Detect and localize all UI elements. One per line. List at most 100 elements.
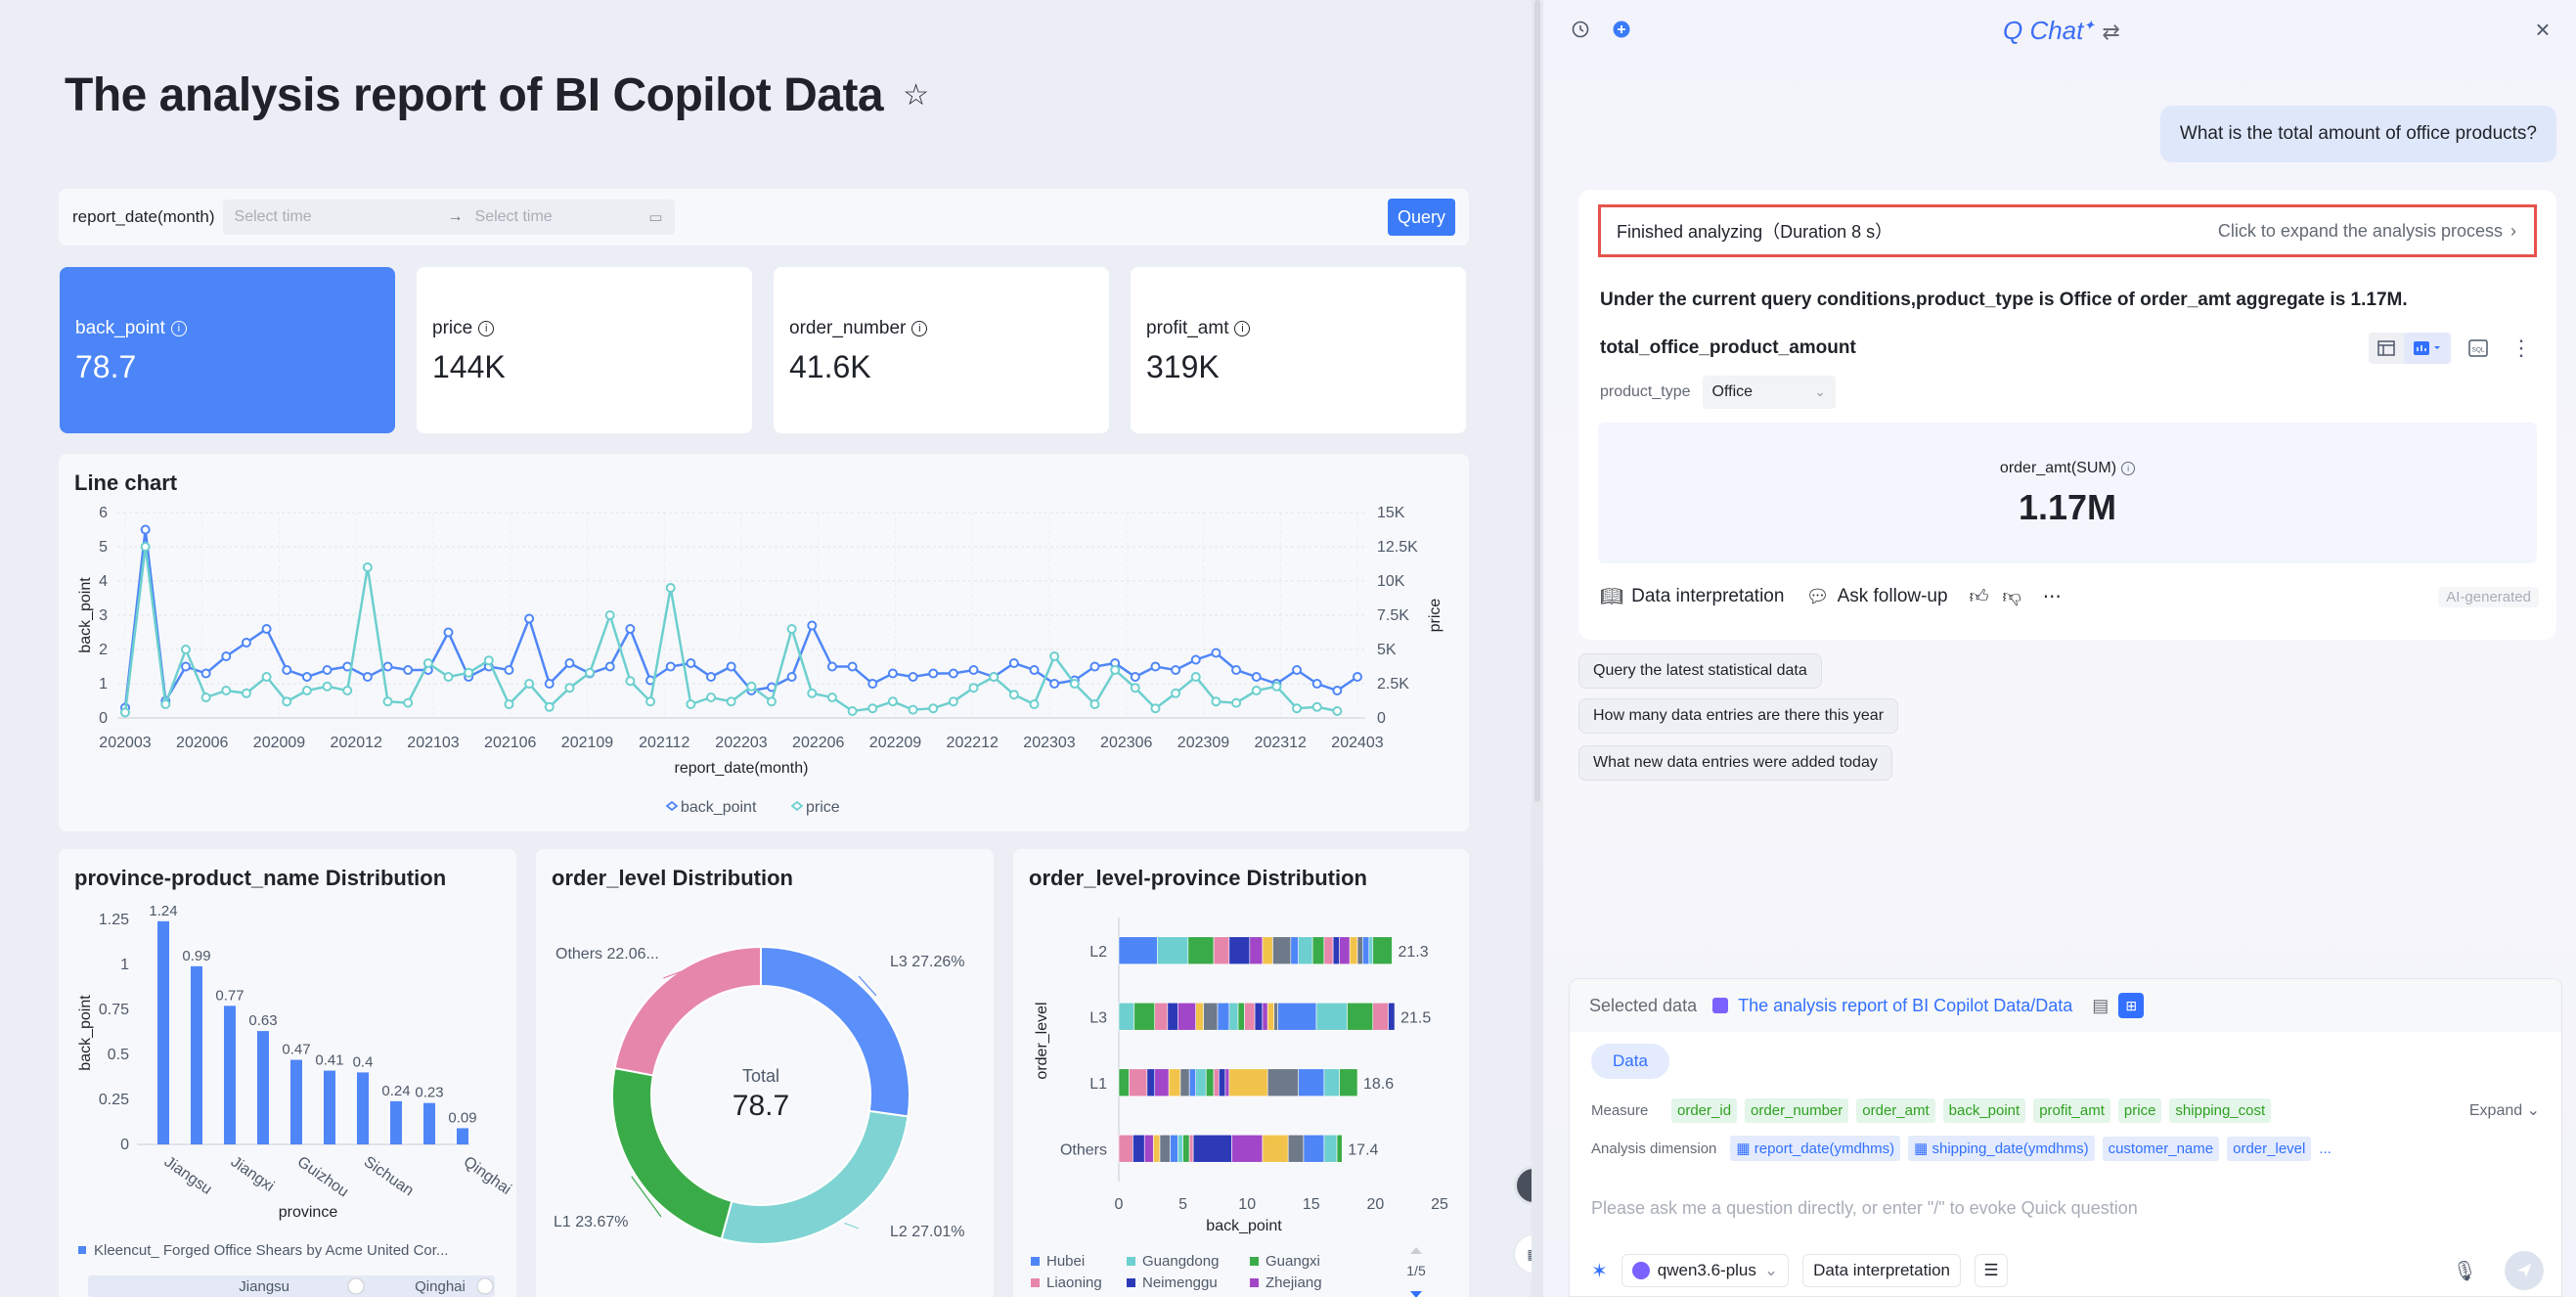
more-horizontal-icon[interactable]: ⋯ <box>2042 586 2062 607</box>
metric-box: order_amt(SUM) i 1.17M <box>1598 423 2537 563</box>
expand-link[interactable]: Expand ⌄ <box>2468 1102 2540 1119</box>
end-date-input[interactable]: Select time <box>474 208 553 225</box>
start-date-input[interactable]: Select time <box>234 208 312 225</box>
data-tab[interactable]: Data <box>1591 1044 1669 1079</box>
switch-icon[interactable]: ⇄ <box>2102 20 2120 44</box>
kpi-card-price[interactable]: price i 144K <box>417 267 752 433</box>
card-toolbar: SQL ⋮ <box>2369 333 2537 364</box>
sql-icon[interactable]: SQL <box>2463 333 2494 364</box>
thumbs-up-icon[interactable]: 👍︎ <box>1969 586 1989 607</box>
data-point <box>261 672 272 682</box>
grid-icon[interactable]: ▦ <box>1514 1234 1532 1274</box>
info-icon[interactable]: i <box>478 321 495 336</box>
measure-chip[interactable]: order_number <box>1745 1098 1849 1123</box>
y-tick-label: 0.75 <box>99 1002 129 1018</box>
measure-label: Measure <box>1591 1102 1649 1119</box>
data-interpretation-toggle[interactable]: Data interpretation <box>1802 1254 1962 1287</box>
line-chart[interactable]: 0 1 2 3 4 5 6 0 2.5K 5K 7.5K 10K 12.5K 15K 202003 20200… <box>59 454 1469 831</box>
x-tick-label: 202103 <box>407 735 459 751</box>
kpi-card-order-number[interactable]: order_number i 41.6K <box>774 267 1109 433</box>
info-icon[interactable]: i <box>911 321 928 336</box>
slider-handle <box>347 1277 365 1295</box>
y2-axis-label: price <box>1427 599 1443 633</box>
kpi-card-profit-amt[interactable]: profit_amt i 319K <box>1131 267 1466 433</box>
data-point <box>524 679 535 689</box>
kpi-card-back-point[interactable]: back_point i 78.7 <box>60 267 395 433</box>
measure-chip[interactable]: price <box>2117 1098 2162 1123</box>
new-chat-icon[interactable] <box>1610 18 1633 41</box>
measure-chip[interactable]: profit_amt <box>2033 1098 2110 1123</box>
chart-view-icon[interactable] <box>2404 333 2451 364</box>
dimension-chip[interactable]: order_level <box>2227 1136 2312 1161</box>
info-icon[interactable]: i <box>2121 462 2136 475</box>
bar-segment <box>1244 1002 1256 1031</box>
legend-marker <box>78 1246 86 1254</box>
scrollbar[interactable] <box>1534 0 1540 802</box>
table-view-icon[interactable] <box>2369 333 2404 364</box>
send-button[interactable] <box>2505 1251 2544 1290</box>
send-icon <box>2517 1264 2531 1277</box>
bar-segment <box>1290 936 1299 965</box>
y-tick-label: 3 <box>99 607 108 624</box>
selected-dataset-link[interactable]: The analysis report of BI Copilot Data/D… <box>1738 995 2073 1015</box>
data-point <box>585 667 596 678</box>
measure-chip[interactable]: back_point <box>1942 1098 2026 1123</box>
info-icon[interactable]: i <box>170 321 187 336</box>
more-vertical-icon[interactable]: ⋮ <box>2510 335 2532 360</box>
measure-chip[interactable]: shipping_cost <box>2169 1098 2272 1123</box>
product-type-select[interactable]: Office ⌄ <box>1702 376 1836 409</box>
x-tick-label: Guizhou <box>294 1153 352 1200</box>
suggestion-chip[interactable]: What new data entries were added today <box>1578 745 1892 781</box>
data-point <box>544 679 555 689</box>
measure-chip[interactable]: order_id <box>1671 1098 1738 1123</box>
chat-input[interactable]: Please ask me a question directly, or en… <box>1591 1198 2138 1218</box>
dimension-chip[interactable]: customer_name <box>2102 1136 2220 1161</box>
y-tick-label: 0.5 <box>108 1047 129 1063</box>
bar-segment <box>1118 1068 1130 1097</box>
calendar-icon: ▦ <box>1736 1140 1754 1157</box>
query-button[interactable]: Query <box>1387 199 1455 236</box>
data-point <box>766 696 777 707</box>
measure-chip[interactable]: order_amt <box>1856 1098 1935 1123</box>
data-point <box>625 676 636 687</box>
list-icon[interactable]: ☰ <box>1975 1254 2009 1287</box>
suggestion-chip[interactable]: Query the latest statistical data <box>1578 653 1822 689</box>
order-level-province-chart[interactable]: 0 5 10 15 20 25 back_point order_level L2 21.3 L3 2… <box>1013 849 1469 1297</box>
model-select[interactable]: qwen3.6-plus ⌄ <box>1621 1254 1790 1287</box>
dimension-chip[interactable]: ▦ shipping_date(ymdhms) <box>1908 1136 2095 1161</box>
province-bar-chart[interactable]: 0 0.25 0.5 0.75 1 1.25 1.24 0.99 0.770.63 0.47 0.4… <box>59 849 516 1297</box>
dimension-label: Analysis dimension <box>1591 1140 1717 1157</box>
data-interpretation-button[interactable]: 📖︎ Data interpretation <box>1600 586 1785 607</box>
thumbs-down-icon[interactable]: 👎︎ <box>2002 586 2021 607</box>
legend-label: Kleencut_ Forged Office Shears by Acme U… <box>94 1242 448 1259</box>
magic-wand-icon[interactable]: ✶ <box>1591 1260 1608 1282</box>
bar <box>390 1100 402 1144</box>
pie-slice-Others <box>613 945 762 1077</box>
chevron-right-icon: › <box>2510 220 2516 241</box>
date-range-picker[interactable]: Select time → Select time ▭ <box>222 200 675 235</box>
bar-segment <box>1356 936 1363 965</box>
panel-divider[interactable] <box>1532 0 1543 1297</box>
avatar[interactable] <box>1514 1166 1532 1205</box>
dimension-chip[interactable]: ▦ report_date(ymdhms) <box>1730 1136 1901 1161</box>
bar-segment <box>1277 1002 1317 1031</box>
microphone-icon[interactable]: 🎙︎ <box>2452 1260 2477 1282</box>
analysis-status[interactable]: Finished analyzing（Duration 8 s） Click t… <box>1598 204 2537 257</box>
order-level-donut[interactable]: L3 27.26% L2 27.01% L1 23.67% Others 22.06.… <box>536 849 994 1297</box>
ask-follow-up-button[interactable]: 💬︎ Ask follow-up <box>1805 586 1948 607</box>
suggestion-chip[interactable]: How many data entries are there this yea… <box>1578 698 1899 734</box>
close-icon[interactable]: × <box>2535 14 2551 44</box>
expand-analysis-link[interactable]: Click to expand the analysis process › <box>2217 220 2516 241</box>
x-tick-label: Jiangxi <box>228 1153 278 1194</box>
more-dimensions[interactable]: ... <box>2319 1140 2332 1157</box>
history-icon[interactable] <box>1569 18 1592 41</box>
star-icon[interactable]: ☆ <box>903 79 930 112</box>
y2-tick-label: 15K <box>1377 505 1405 521</box>
bar-segment <box>1388 1002 1396 1031</box>
data-point <box>1150 703 1161 714</box>
info-icon[interactable]: i <box>1234 321 1251 336</box>
data-point <box>867 703 878 714</box>
dataset-switch-icon[interactable]: ▤ <box>2092 995 2110 1015</box>
y2-tick-label: 10K <box>1377 573 1405 590</box>
dataset-add-icon[interactable]: ⊞ <box>2118 993 2145 1018</box>
